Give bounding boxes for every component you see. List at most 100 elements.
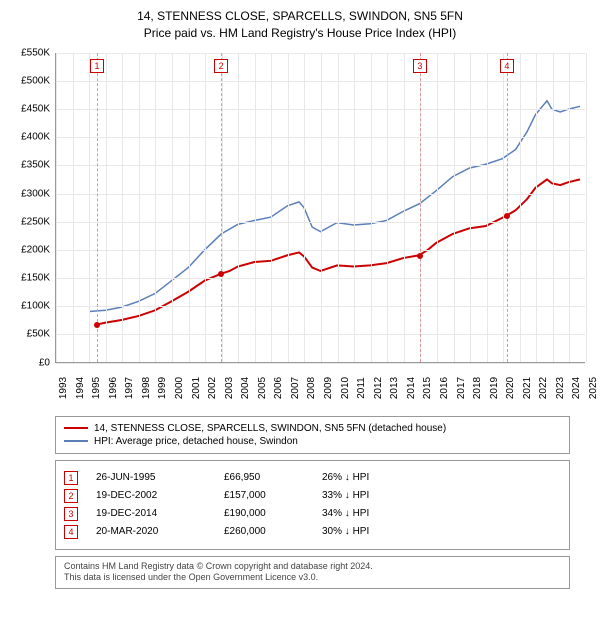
footer: Contains HM Land Registry data © Crown c… — [55, 556, 570, 589]
y-tick-label: £150K — [21, 273, 50, 284]
legend-swatch — [64, 427, 88, 429]
y-tick-label: £250K — [21, 216, 50, 227]
legend-swatch — [64, 440, 88, 442]
sales-row: 126-JUN-1995£66,95026% ↓ HPI — [64, 471, 561, 485]
gridline-v — [139, 53, 140, 362]
y-tick-label: £400K — [21, 132, 50, 143]
gridline-v — [520, 53, 521, 362]
sales-row-price: £190,000 — [224, 508, 304, 519]
sales-row-marker: 2 — [64, 489, 78, 503]
sales-row-diff: 33% ↓ HPI — [322, 490, 422, 501]
gridline-v — [189, 53, 190, 362]
sales-row-date: 26-JUN-1995 — [96, 472, 206, 483]
x-tick-label: 2018 — [472, 376, 483, 398]
sale-marker-line — [507, 53, 508, 362]
sale-marker-box: 2 — [214, 59, 228, 73]
gridline-v — [536, 53, 537, 362]
x-tick-label: 1995 — [91, 376, 102, 398]
x-tick-label: 2021 — [522, 376, 533, 398]
sale-marker-point — [504, 213, 510, 219]
sales-row-date: 19-DEC-2014 — [96, 508, 206, 519]
sales-table: 126-JUN-1995£66,95026% ↓ HPI219-DEC-2002… — [55, 460, 570, 550]
x-tick-label: 2017 — [456, 376, 467, 398]
sales-row-diff: 34% ↓ HPI — [322, 508, 422, 519]
x-tick-label: 2013 — [389, 376, 400, 398]
x-tick-label: 2004 — [240, 376, 251, 398]
sale-marker-box: 3 — [413, 59, 427, 73]
y-tick-label: £200K — [21, 244, 50, 255]
x-tick-label: 2024 — [571, 376, 582, 398]
x-tick-label: 1994 — [75, 376, 86, 398]
gridline-v — [89, 53, 90, 362]
y-tick-label: £100K — [21, 301, 50, 312]
gridline-v — [387, 53, 388, 362]
gridline-v — [569, 53, 570, 362]
gridline-v — [437, 53, 438, 362]
plot-area: 1 2 3 4 — [55, 53, 585, 363]
x-tick-label: 2000 — [174, 376, 185, 398]
x-tick-label: 2012 — [373, 376, 384, 398]
y-tick-label: £350K — [21, 160, 50, 171]
sale-marker-box: 1 — [90, 59, 104, 73]
x-tick-label: 2008 — [306, 376, 317, 398]
x-tick-label: 2011 — [356, 377, 367, 399]
x-tick-label: 2002 — [207, 376, 218, 398]
x-tick-label: 1998 — [141, 376, 152, 398]
sales-row-date: 19-DEC-2002 — [96, 490, 206, 501]
sales-row-price: £66,950 — [224, 472, 304, 483]
gridline-v — [304, 53, 305, 362]
gridline-h — [56, 363, 585, 364]
x-tick-label: 2001 — [191, 376, 202, 398]
gridline-v — [255, 53, 256, 362]
gridline-v — [487, 53, 488, 362]
footer-line-2: This data is licensed under the Open Gov… — [64, 572, 561, 584]
gridline-v — [155, 53, 156, 362]
chart-container: 14, STENNESS CLOSE, SPARCELLS, SWINDON, … — [0, 0, 600, 597]
x-tick-label: 2003 — [224, 376, 235, 398]
x-tick-label: 2014 — [406, 376, 417, 398]
legend-row: 14, STENNESS CLOSE, SPARCELLS, SWINDON, … — [64, 423, 561, 434]
sales-row: 3 19-DEC-2014 £190,000 34% ↓ HPI — [64, 507, 561, 521]
sales-row-price: £260,000 — [224, 526, 304, 537]
gridline-v — [271, 53, 272, 362]
sales-row-marker: 3 — [64, 507, 78, 521]
gridline-v — [172, 53, 173, 362]
sales-row: 420-MAR-2020£260,00030% ↓ HPI — [64, 525, 561, 539]
gridline-v — [73, 53, 74, 362]
x-tick-label: 2009 — [323, 376, 334, 398]
gridline-v — [205, 53, 206, 362]
gridline-v — [553, 53, 554, 362]
gridline-v — [586, 53, 587, 362]
footer-line-1: Contains HM Land Registry data © Crown c… — [64, 561, 561, 573]
gridline-v — [354, 53, 355, 362]
y-tick-label: £450K — [21, 103, 50, 114]
sale-marker-point — [417, 253, 423, 259]
y-tick-label: £0 — [39, 357, 50, 368]
x-tick-label: 2010 — [340, 376, 351, 398]
gridline-v — [321, 53, 322, 362]
x-tick-label: 1996 — [108, 376, 119, 398]
x-tick-label: 1999 — [157, 376, 168, 398]
x-tick-label: 2007 — [290, 376, 301, 398]
gridline-v — [454, 53, 455, 362]
gridline-v — [404, 53, 405, 362]
gridline-v — [470, 53, 471, 362]
sales-row-price: £157,000 — [224, 490, 304, 501]
x-tick-label: 2019 — [489, 376, 500, 398]
sale-marker-line — [420, 53, 421, 362]
sales-row: 2 19-DEC-2002 £157,000 33% ↓ HPI — [64, 489, 561, 503]
gridline-v — [371, 53, 372, 362]
x-tick-label: 1997 — [124, 376, 135, 398]
title-block: 14, STENNESS CLOSE, SPARCELLS, SWINDON, … — [10, 8, 590, 42]
x-tick-label: 2005 — [257, 376, 268, 398]
sales-row-diff: 26% ↓ HPI — [322, 472, 422, 483]
legend-label: 14, STENNESS CLOSE, SPARCELLS, SWINDON, … — [94, 423, 446, 434]
sale-marker-box: 4 — [500, 59, 514, 73]
y-tick-label: £550K — [21, 47, 50, 58]
gridline-v — [288, 53, 289, 362]
x-tick-label: 2006 — [273, 376, 284, 398]
x-tick-label: 2020 — [505, 376, 516, 398]
x-tick-label: 2023 — [555, 376, 566, 398]
sale-marker-point — [218, 271, 224, 277]
sales-row-marker: 4 — [64, 525, 78, 539]
